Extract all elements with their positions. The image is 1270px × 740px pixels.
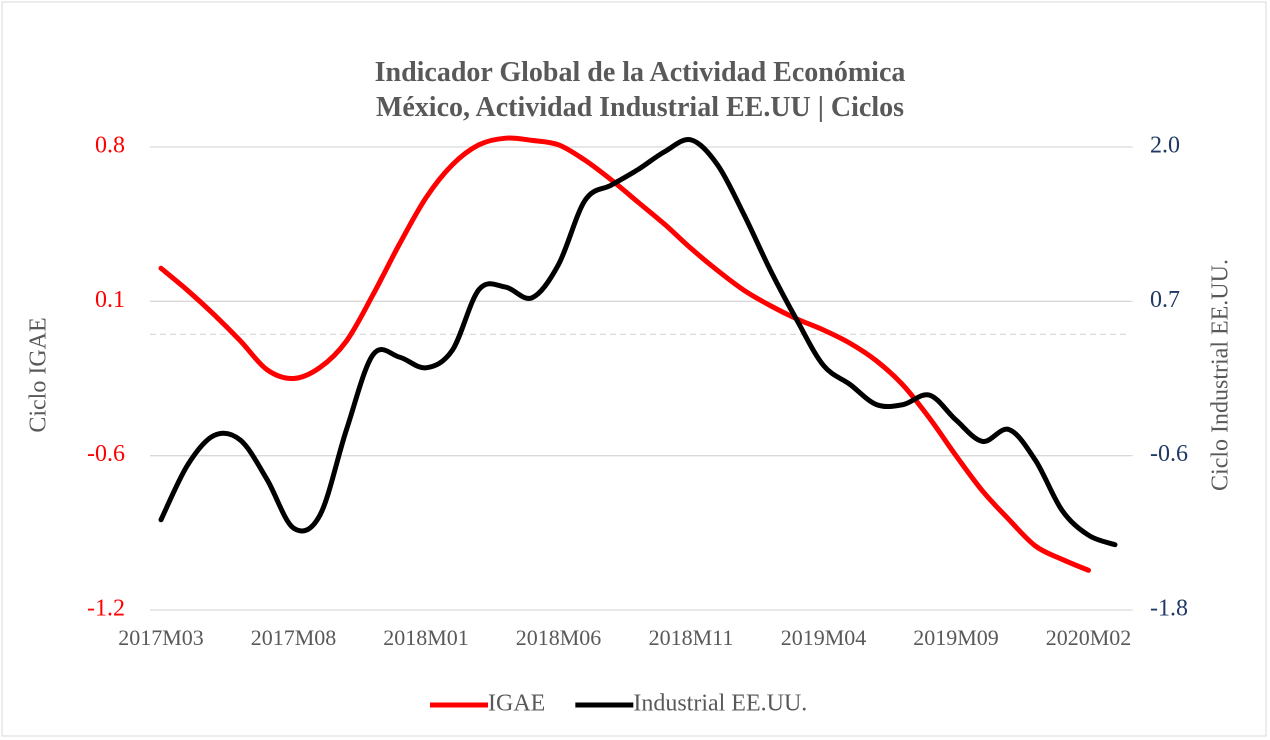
series-line [158,137,1118,548]
x-tick-label: 2017M03 [118,625,204,650]
y-tick-label: -0.6 [87,441,125,467]
x-tick-label: 2019M09 [913,625,999,650]
y2-axis-title: Ciclo Industrial EE.UU. [1208,259,1234,491]
series-line [158,135,1091,573]
y-tick-label: 0.8 [95,133,125,159]
y2-tick-label: 2.0 [1150,133,1180,159]
x-tick-label: 2018M06 [516,625,602,650]
legend-label: Industrial EE.UU. [633,691,807,717]
x-tick-label: 2018M11 [649,625,734,650]
y2-tick-label: -1.8 [1150,596,1188,622]
y-tick-label: 0.1 [95,287,125,313]
y2-tick-label: 0.7 [1150,287,1180,313]
x-tick-label: 2018M01 [383,625,469,650]
y-tick-label: -1.2 [87,596,125,622]
legend-label: IGAE [488,691,545,717]
x-tick-label: 2020M02 [1046,625,1132,650]
y-axis-title: Ciclo IGAE [26,317,52,432]
chart-title: Indicador Global de la Actividad Económi… [375,57,906,123]
y2-tick-label: -0.6 [1150,441,1188,467]
x-tick-label: 2019M04 [781,625,867,650]
x-tick-label: 2017M08 [251,625,337,650]
